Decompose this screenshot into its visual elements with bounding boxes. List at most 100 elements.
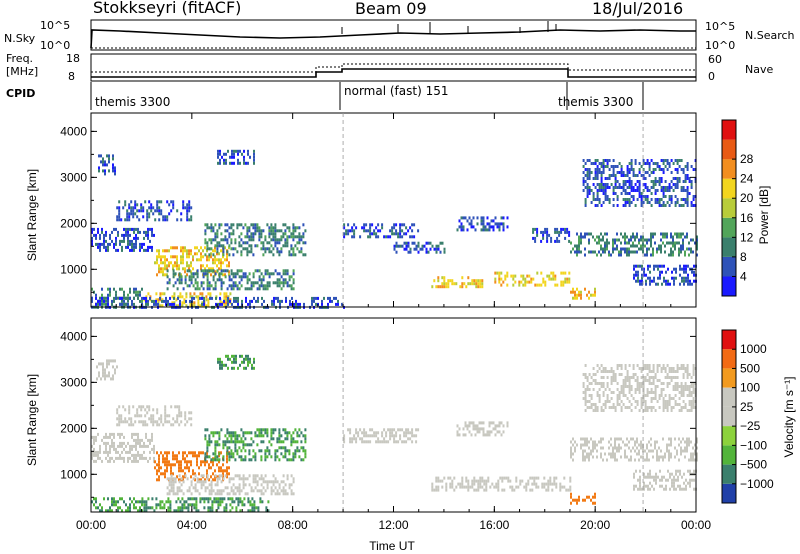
data-pixel xyxy=(141,497,144,501)
data-pixel xyxy=(254,229,257,233)
data-pixel xyxy=(652,186,655,189)
data-pixel xyxy=(288,226,291,230)
data-pixel xyxy=(682,364,685,367)
data-pixel xyxy=(556,283,559,287)
data-pixel xyxy=(393,428,396,432)
data-pixel xyxy=(264,452,267,456)
data-pixel xyxy=(253,500,256,504)
data-pixel xyxy=(137,438,139,442)
data-pixel xyxy=(270,486,273,490)
data-pixel xyxy=(280,235,283,239)
data-pixel xyxy=(185,304,188,308)
data-pixel xyxy=(534,239,537,243)
data-pixel xyxy=(622,171,625,174)
data-pixel xyxy=(234,281,237,285)
data-pixel xyxy=(242,431,245,435)
data-pixel xyxy=(103,302,105,306)
data-pixel xyxy=(509,485,512,489)
data-pixel xyxy=(214,232,217,236)
data-pixel xyxy=(261,500,264,504)
data-pixel xyxy=(137,509,139,513)
data-pixel xyxy=(489,485,492,489)
data-pixel xyxy=(201,296,203,300)
data-pixel xyxy=(156,261,158,265)
data-pixel xyxy=(249,500,252,504)
data-pixel xyxy=(518,280,521,284)
data-pixel xyxy=(651,279,653,283)
data-pixel xyxy=(277,296,279,300)
data-pixel xyxy=(122,206,125,210)
colorbar-swatch xyxy=(722,426,736,446)
data-pixel xyxy=(148,408,151,412)
data-pixel xyxy=(276,480,279,484)
data-pixel xyxy=(465,479,468,483)
data-pixel xyxy=(638,192,641,195)
data-pixel xyxy=(111,497,113,501)
data-pixel xyxy=(501,476,504,480)
data-pixel xyxy=(262,434,265,438)
data-pixel xyxy=(169,506,172,510)
data-pixel xyxy=(290,287,293,291)
data-pixel xyxy=(670,250,672,254)
data-pixel xyxy=(199,497,202,501)
data-pixel xyxy=(177,295,180,299)
data-pixel xyxy=(220,281,223,285)
data-pixel xyxy=(646,443,648,447)
data-pixel xyxy=(482,216,485,220)
data-pixel xyxy=(162,261,164,265)
data-pixel xyxy=(628,253,630,257)
data-pixel xyxy=(276,437,279,441)
data-pixel xyxy=(294,452,297,456)
data-pixel xyxy=(570,290,572,294)
data-pixel xyxy=(200,264,202,268)
data-pixel xyxy=(550,239,553,243)
data-pixel xyxy=(638,367,641,370)
data-pixel xyxy=(145,500,148,504)
data-pixel xyxy=(101,287,103,291)
data-pixel xyxy=(228,446,231,450)
data-pixel xyxy=(139,456,141,460)
data-pixel xyxy=(497,479,500,483)
data-pixel xyxy=(548,274,551,278)
data-pixel xyxy=(602,446,604,450)
data-pixel xyxy=(183,298,186,302)
data-pixel xyxy=(214,284,217,288)
data-pixel xyxy=(286,437,289,441)
data-pixel xyxy=(244,492,247,496)
data-pixel xyxy=(636,364,639,367)
data-pixel xyxy=(221,500,224,504)
data-pixel xyxy=(98,169,100,173)
data-pixel xyxy=(672,244,674,248)
data-pixel xyxy=(298,449,301,453)
data-pixel xyxy=(166,466,168,470)
data-pixel xyxy=(640,247,642,251)
data-pixel xyxy=(243,360,245,364)
data-pixel xyxy=(166,457,168,461)
data-pixel xyxy=(286,238,289,242)
data-pixel xyxy=(178,480,181,484)
data-pixel xyxy=(159,304,162,308)
data-pixel xyxy=(217,302,219,306)
data-pixel xyxy=(171,295,174,299)
data-pixel xyxy=(139,248,141,252)
data-pixel xyxy=(200,258,202,262)
data-pixel xyxy=(248,235,251,239)
data-pixel xyxy=(181,509,184,513)
data-pixel xyxy=(676,382,679,385)
data-pixel xyxy=(206,258,208,262)
data-pixel xyxy=(125,230,127,234)
colorbar-swatch xyxy=(722,256,736,277)
data-pixel xyxy=(671,270,673,274)
data-pixel xyxy=(278,458,281,462)
data-pixel xyxy=(226,269,229,273)
data-pixel xyxy=(383,437,386,441)
data-pixel xyxy=(252,223,255,227)
data-pixel xyxy=(117,432,119,436)
data-pixel xyxy=(612,192,615,195)
data-pixel xyxy=(109,242,111,246)
data-pixel xyxy=(678,367,681,370)
data-pixel xyxy=(632,168,635,171)
data-pixel xyxy=(194,287,197,291)
data-pixel xyxy=(620,247,622,251)
data-pixel xyxy=(218,434,221,438)
